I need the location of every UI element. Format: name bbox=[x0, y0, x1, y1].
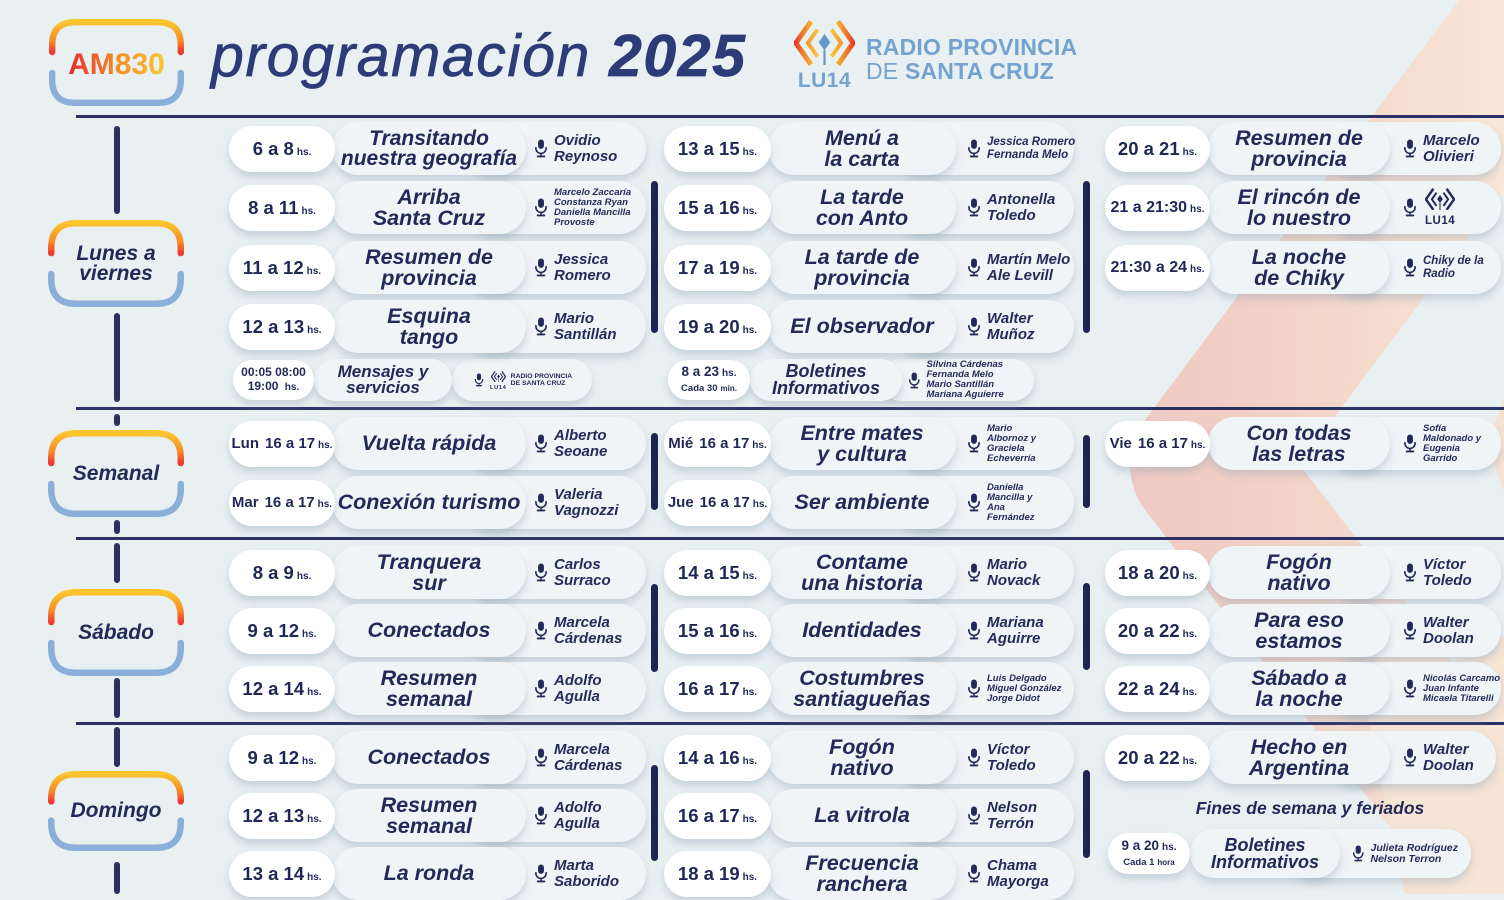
svg-text:AM830: AM830 bbox=[68, 48, 165, 81]
